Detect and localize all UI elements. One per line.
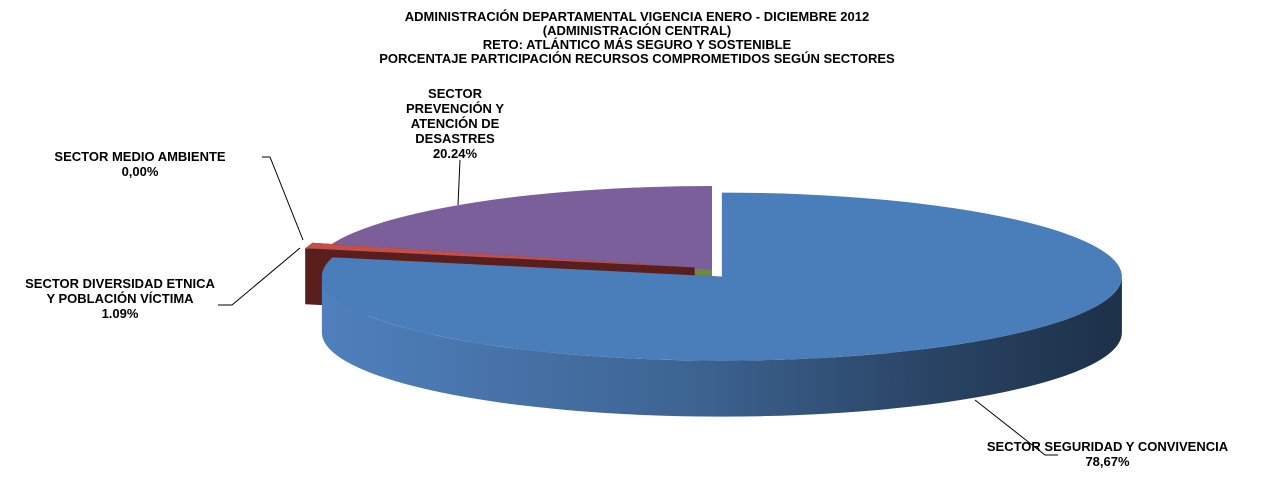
category-label: SECTOR MEDIO AMBIENTE [54,149,226,164]
value-label: 20.24% [432,146,478,161]
chart-title: (ADMINISTRACIÓN CENTRAL) [543,23,731,38]
leader-lines [218,156,1058,456]
category-label: SECTOR DIVERSIDAD ETNICA Y POBLACIÓN VÍC… [25,276,215,306]
chart-title: ADMINISTRACIÓN DEPARTAMENTAL VIGENCIA EN… [405,9,869,24]
slice [329,186,712,270]
value-label: 78,67% [1085,454,1130,469]
value-label: 0,00% [121,164,159,179]
slice-label: SECTOR DIVERSIDAD ETNICA Y POBLACIÓN VÍC… [20,276,220,321]
chart-title: RETO: ATLÁNTICO MÁS SEGURO Y SOSTENIBLE [483,37,792,52]
leader-line [262,156,304,241]
slice-label: SECTOR MEDIO AMBIENTE 0,00% [20,149,260,179]
category-label: SECTOR SEGURIDAD Y CONVIVENCIA [986,439,1229,454]
slice [305,242,695,268]
category-label: SECTOR PREVENCIÓN Y ATENCIÓN DE DESASTRE… [405,86,504,146]
leader-line [457,159,461,206]
value-label: 1.09% [101,306,139,321]
leader-line [974,399,1058,456]
slice-label: SECTOR PREVENCIÓN Y ATENCIÓN DE DESASTRE… [385,86,525,161]
slice-wall [321,276,1122,417]
leader-line [218,247,301,306]
slice [321,192,1122,361]
slice-label: SECTOR SEGURIDAD Y CONVIVENCIA 78,67% [985,439,1230,469]
chart-title: PORCENTAJE PARTICIPACIÓN RECURSOS COMPRO… [379,51,895,66]
pie [305,186,1122,417]
